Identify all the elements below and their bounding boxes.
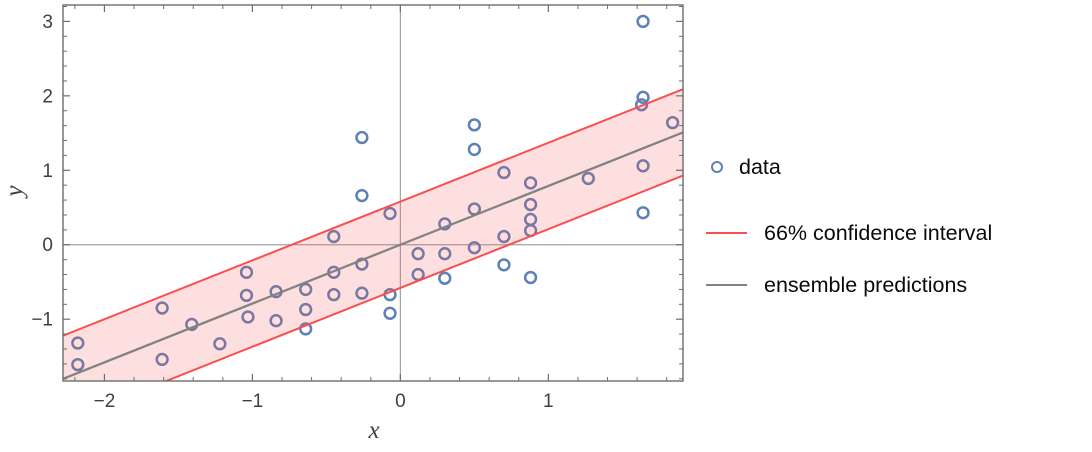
data-point (523, 176, 538, 190)
legend-label-confidence-interval: 66% confidence interval (764, 220, 993, 245)
data-point (636, 159, 650, 173)
data-point (581, 171, 595, 186)
data-point (636, 90, 650, 104)
data-point (213, 337, 227, 351)
data-point (155, 352, 169, 367)
ensemble-line (63, 131, 683, 380)
data-point (355, 130, 369, 145)
data-point (299, 322, 313, 336)
data-point (383, 206, 397, 221)
data-point (438, 271, 452, 285)
data-point (411, 247, 425, 261)
x-tick-label: 0 (395, 391, 406, 412)
y-tick-label: 3 (42, 12, 53, 33)
data-point (467, 241, 482, 255)
y-tick-label: −1 (31, 310, 53, 331)
data-point (467, 118, 482, 132)
ensemble-predictions-line-swatch-icon (706, 283, 747, 287)
confidence-band (63, 89, 683, 381)
data-point (269, 314, 283, 328)
data-point (497, 229, 511, 244)
x-tick-label: −1 (242, 391, 264, 412)
data-point (523, 197, 538, 212)
data-point (355, 286, 369, 300)
legend-label-ensemble-predictions: ensemble predictions (764, 272, 968, 297)
data-point (467, 142, 482, 157)
data-point (299, 302, 313, 317)
x-tick-label: 1 (543, 391, 554, 412)
data-point (239, 265, 254, 279)
data-point (636, 14, 650, 29)
plot-frame (62, 4, 684, 382)
data-point (327, 229, 341, 244)
data-point (355, 188, 369, 203)
data-point (634, 98, 649, 112)
data-point (355, 257, 369, 271)
confidence-interval-line-swatch-icon (706, 231, 747, 235)
data-point (239, 288, 254, 303)
legend-label-data: data (739, 154, 781, 179)
data-point (523, 270, 538, 285)
y-axis-label: y (1, 185, 28, 200)
data-point-swatch-icon (711, 161, 723, 173)
y-tick-label: 2 (42, 86, 53, 107)
x-tick-label: −2 (94, 391, 116, 412)
confidence-band-edge (63, 88, 683, 337)
data-point (327, 287, 341, 302)
legend: data 66% confidence interval ensemble pr… (705, 0, 1085, 452)
data-point (665, 115, 680, 130)
data-point (497, 258, 511, 272)
data-point (241, 310, 255, 324)
data-point (71, 357, 85, 372)
legend-item-data: data (705, 152, 781, 182)
legend-item-confidence-interval: 66% confidence interval (705, 218, 992, 248)
legend-item-ensemble-predictions: ensemble predictions (705, 270, 967, 300)
data-point (383, 306, 397, 320)
data-point (497, 165, 511, 180)
data-point (636, 206, 650, 220)
y-tick-label: 1 (42, 161, 53, 182)
data-point (299, 282, 313, 297)
data-point (438, 247, 452, 261)
data-point (71, 336, 85, 350)
y-tick-label: 0 (42, 235, 53, 256)
data-point (155, 301, 169, 315)
x-axis-label: x (367, 417, 379, 444)
